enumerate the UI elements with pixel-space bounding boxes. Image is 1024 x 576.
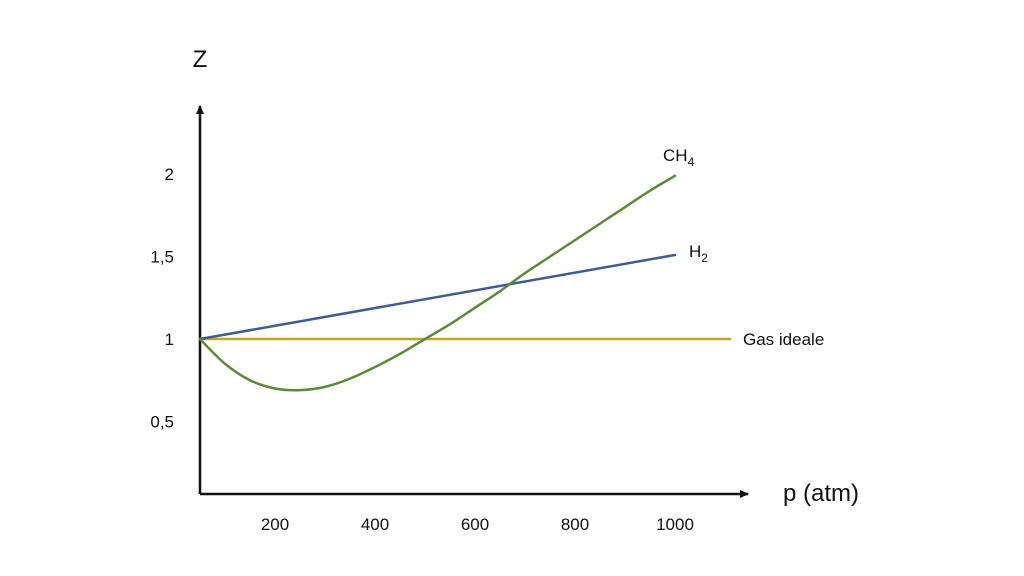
series-label-subscript: 2 xyxy=(701,251,708,265)
x-tick-label: 400 xyxy=(361,515,389,534)
x-tick-label: 800 xyxy=(561,515,589,534)
y-tick-label: 0,5 xyxy=(150,412,174,431)
series-line-h2 xyxy=(198,253,677,341)
x-tick-label: 1000 xyxy=(656,515,694,534)
series-line-ch4 xyxy=(198,174,677,392)
x-tick-label: 600 xyxy=(461,515,489,534)
series-label-ideal: Gas ideale xyxy=(743,330,824,349)
series-label-text: CH xyxy=(663,146,688,165)
y-tick-labels: 0,5 1 1,5 2 xyxy=(150,165,174,431)
series-labels: Gas ideale H2 CH4 xyxy=(663,146,824,349)
x-tick-labels: 200 400 600 800 1000 xyxy=(261,515,694,534)
x-axis-title: p (atm) xyxy=(783,480,859,507)
series-label-text: Gas ideale xyxy=(743,330,824,349)
y-axis-title: Z xyxy=(193,46,208,73)
x-tick-label: 200 xyxy=(261,515,289,534)
series-label-text: H xyxy=(689,242,701,261)
series-label-ch4: CH4 xyxy=(663,146,695,169)
y-tick-label: 1,5 xyxy=(150,248,174,267)
y-tick-label: 1 xyxy=(165,330,174,349)
series-label-subscript: 4 xyxy=(688,155,695,169)
series-lines xyxy=(198,174,732,392)
series-label-h2: H2 xyxy=(689,242,708,265)
y-tick-label: 2 xyxy=(165,165,174,184)
